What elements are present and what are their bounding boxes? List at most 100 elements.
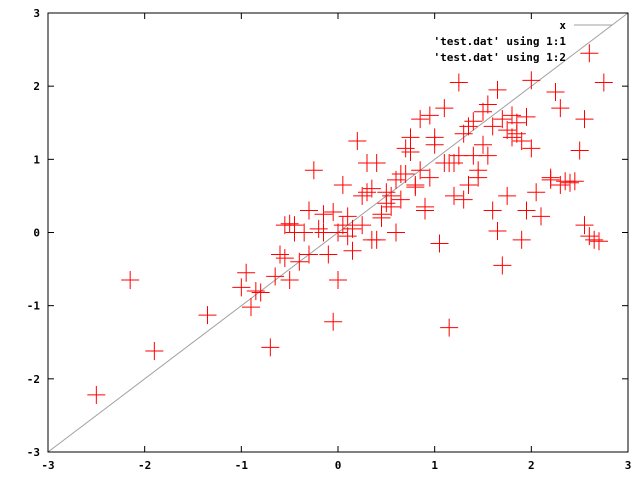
data-point <box>280 214 299 233</box>
x-tick-label: -3 <box>41 459 54 472</box>
data-point <box>575 216 594 235</box>
data-point <box>377 194 396 213</box>
data-point <box>232 278 251 297</box>
x-tick-label: 1 <box>431 459 438 472</box>
data-point <box>324 312 343 331</box>
y-tick-label: -2 <box>27 373 40 386</box>
data-point <box>493 256 512 275</box>
data-point <box>575 110 594 129</box>
data-point <box>459 175 478 194</box>
y-tick-label: 3 <box>33 7 40 20</box>
data-point <box>382 186 401 205</box>
data-point <box>300 201 318 220</box>
data-point <box>401 143 420 162</box>
legend: x 'test.dat' using 1:1 'test.dat' using 1:… <box>434 19 612 64</box>
data-point <box>512 132 531 151</box>
y-tick-label: 0 <box>33 227 40 240</box>
x-tick-label: 2 <box>528 459 535 472</box>
data-point <box>242 298 260 317</box>
data-point <box>440 318 459 337</box>
data-point <box>420 106 439 125</box>
data-point <box>309 219 328 238</box>
data-point <box>275 216 294 235</box>
y-tick-label: 2 <box>33 80 40 93</box>
x-tick-label: -1 <box>235 459 249 472</box>
data-point <box>353 186 372 205</box>
data-point <box>532 207 550 226</box>
data-point <box>411 110 430 129</box>
data-point <box>580 227 599 246</box>
data-point <box>478 146 497 165</box>
data-point <box>498 186 517 205</box>
data-point <box>266 267 285 286</box>
data-point <box>449 146 468 165</box>
data-point <box>517 201 536 220</box>
data-point <box>314 223 333 242</box>
data-point <box>387 223 405 242</box>
data-point <box>561 173 579 192</box>
x-tick-label: 3 <box>625 459 632 472</box>
data-point <box>449 73 468 92</box>
data-point <box>445 186 463 205</box>
data-point <box>512 230 531 249</box>
data-point <box>551 175 570 194</box>
data-point <box>343 241 362 260</box>
data-point <box>367 230 386 249</box>
data-point <box>493 110 512 129</box>
data-point <box>488 222 507 241</box>
data-point <box>333 175 352 194</box>
x-tick-label: 0 <box>335 459 342 472</box>
data-point <box>304 161 323 180</box>
data-point <box>348 132 367 151</box>
data-point <box>319 245 338 264</box>
data-point <box>590 232 608 251</box>
data-point <box>362 179 381 198</box>
data-point <box>353 216 372 235</box>
data-point <box>551 99 570 118</box>
data-point <box>271 245 289 264</box>
data-point <box>474 102 492 121</box>
data-point <box>580 44 599 63</box>
data-point <box>430 234 449 253</box>
data-point <box>507 124 526 143</box>
data-point <box>522 71 541 90</box>
data-point <box>251 283 270 302</box>
data-point <box>445 153 463 172</box>
data-point <box>396 139 415 158</box>
data-point <box>391 164 410 183</box>
data-point <box>343 219 362 238</box>
data-point <box>338 227 357 246</box>
data-point <box>474 135 492 154</box>
data-point <box>464 112 483 131</box>
x-axis-ticks: -3 -2 -1 0 1 2 3 <box>41 13 631 472</box>
data-point <box>420 168 439 187</box>
data-point <box>459 117 478 136</box>
data-point <box>87 385 106 404</box>
data-point <box>565 172 584 191</box>
data-point <box>145 342 164 361</box>
data-point <box>290 252 309 271</box>
data-point <box>324 203 343 222</box>
data-point <box>198 306 217 325</box>
x-tick-label: -2 <box>138 459 151 472</box>
data-point <box>406 175 425 194</box>
data-point <box>483 117 502 136</box>
data-points <box>87 44 613 404</box>
y-tick-label: -1 <box>27 300 41 313</box>
data-point <box>358 153 376 172</box>
data-point <box>522 139 541 158</box>
data-point <box>478 95 497 114</box>
data-point <box>121 271 140 290</box>
data-point <box>246 282 265 301</box>
data-point <box>261 338 280 357</box>
data-point <box>570 141 589 160</box>
y-tick-label: -3 <box>27 446 40 459</box>
data-point <box>488 80 507 99</box>
y-axis-ticks: -3 -2 -1 0 1 2 3 <box>27 7 628 459</box>
data-point <box>517 107 536 126</box>
data-point <box>498 121 517 140</box>
data-point <box>358 183 376 202</box>
data-point <box>300 245 318 264</box>
data-point <box>425 135 444 154</box>
legend-label: 'test.dat' using 1:2 <box>434 51 566 64</box>
